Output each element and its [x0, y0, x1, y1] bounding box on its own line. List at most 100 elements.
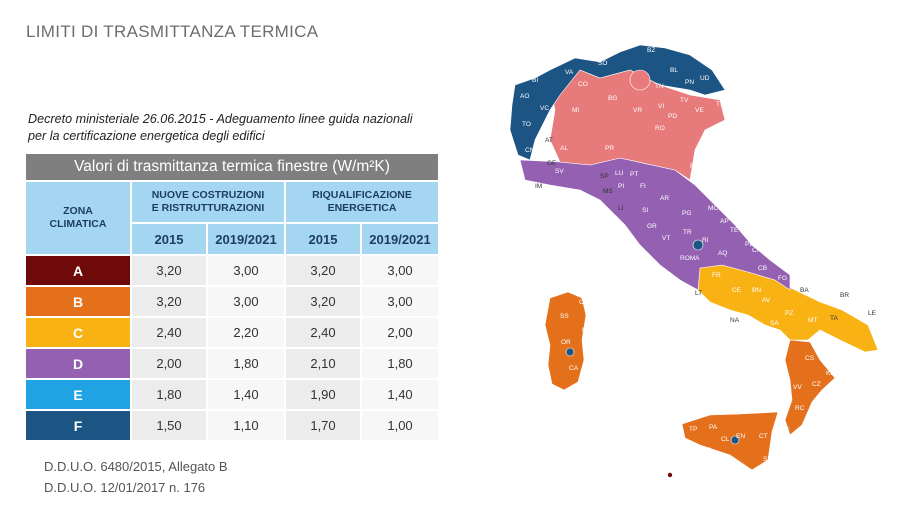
map-label-ge: GE — [547, 160, 557, 167]
map-spot-zone-f — [692, 239, 704, 251]
map-label-ve: VE — [695, 107, 704, 114]
zone-cell: A — [26, 256, 130, 285]
table-row: D 2,00 1,80 2,10 1,80 — [26, 349, 439, 378]
map-label-pi: PI — [618, 183, 624, 190]
map-label-tn: TN — [655, 83, 664, 90]
map-label-fr: FR — [712, 272, 721, 279]
map-label-na: NA — [730, 317, 740, 324]
map-region-zone-f — [509, 44, 726, 161]
map-label-aq: AQ — [718, 250, 727, 257]
map-label-an: AN — [708, 187, 717, 194]
map-label-gr: GR — [647, 223, 657, 230]
value-cell: 3,00 — [206, 287, 284, 316]
map-label-pa: PA — [709, 424, 718, 431]
map-label-pz: PZ — [785, 310, 793, 317]
value-cell: 3,00 — [206, 256, 284, 285]
page-title: LIMITI DI TRASMITTANZA TERMICA — [26, 22, 319, 41]
map-label-en: EN — [736, 433, 745, 440]
map-label-va: VA — [565, 69, 574, 76]
italy-climate-zone-map: BZ SO BL UD AO BI VA TN PN GO TO VC CO BG TV VI TS CN MI VR… — [509, 44, 879, 478]
map-label-to: TO — [522, 121, 531, 128]
value-cell: 3,00 — [360, 256, 439, 285]
map-label-og: OG — [589, 342, 599, 349]
map-spot-zone-f — [730, 435, 740, 445]
map-label-roma: ROMA — [680, 255, 700, 262]
map-label-si: SI — [642, 207, 648, 214]
map-label-ce: CE — [732, 287, 742, 294]
map-label-cz: CZ — [812, 381, 821, 388]
value-cell: 1,90 — [284, 380, 360, 409]
map-spot-zone-e — [629, 69, 651, 91]
map-label-ao: AO — [520, 93, 529, 100]
value-cell: 3,20 — [284, 287, 360, 316]
year-header: 2019/2021 — [360, 224, 439, 254]
year-header: 2019/2021 — [206, 224, 284, 254]
map-label-ss: SS — [560, 313, 569, 320]
map-label-sa: SA — [770, 320, 779, 327]
map-label-co: CO — [578, 81, 588, 88]
zone-cell: E — [26, 380, 130, 409]
map-label-vc: VC — [540, 105, 549, 112]
map-label-pt: PT — [630, 171, 638, 178]
decree-line-2: per la certificazione energetica degli e… — [28, 129, 265, 143]
table-row: C 2,40 2,20 2,40 2,00 — [26, 318, 439, 347]
map-label-pe: PE — [745, 241, 754, 248]
map-label-or: OR — [561, 339, 571, 346]
value-cell: 3,00 — [360, 287, 439, 316]
table-row: A 3,20 3,00 3,20 3,00 — [26, 256, 439, 285]
value-cell: 2,40 — [130, 318, 206, 347]
map-label-fg: FG — [778, 275, 787, 282]
map-label-tv: TV — [680, 97, 689, 104]
value-cell: 1,80 — [360, 349, 439, 378]
map-label-bi: BI — [532, 77, 538, 84]
table-body: A 3,20 3,00 3,20 3,00 B 3,20 3,00 3,20 3,00 C 2,40 2… — [26, 256, 439, 440]
table-row: E 1,80 1,40 1,90 1,40 — [26, 380, 439, 409]
map-label-ba: BA — [800, 287, 809, 294]
value-cell: 1,50 — [130, 411, 206, 440]
zone-cell: F — [26, 411, 130, 440]
map-label-pn: PN — [685, 79, 694, 86]
map-label-mc: MC — [708, 205, 718, 212]
map-label-sp: SP — [600, 173, 609, 180]
value-cell: 2,00 — [360, 318, 439, 347]
map-label-bl: BL — [670, 67, 678, 74]
transmittance-table: Valori di trasmittanza termica finestre … — [26, 152, 439, 442]
map-label-ch: CH — [752, 247, 762, 254]
map-label-vt: VT — [662, 235, 670, 242]
map-label-at: AT — [545, 137, 553, 144]
value-cell: 1,70 — [284, 411, 360, 440]
map-label-pd: PD — [668, 113, 677, 120]
map-label-pr: PR — [605, 145, 614, 152]
value-cell: 2,00 — [130, 349, 206, 378]
map-label-ca: CA — [569, 365, 579, 372]
map-label-cb: CB — [758, 265, 767, 272]
map-label-sr: SR — [763, 456, 772, 463]
map-label-li: LI — [618, 205, 624, 212]
map-label-lu: LU — [615, 170, 624, 177]
value-cell: 1,40 — [360, 380, 439, 409]
group-header-requalification: RIQUALIFICAZIONE ENERGETICA — [284, 182, 439, 222]
map-label-lt: LT — [695, 290, 702, 297]
map-label-le: LE — [868, 310, 877, 317]
value-cell: 1,10 — [206, 411, 284, 440]
zone-cell: B — [26, 287, 130, 316]
map-label-ct: CT — [759, 433, 768, 440]
value-cell: 1,80 — [130, 380, 206, 409]
map-spot-zone-a — [667, 472, 673, 478]
map-label-kr: KR — [826, 370, 835, 377]
map-label-fi: FI — [640, 183, 646, 190]
map-label-al: AL — [560, 145, 568, 152]
map-label-br: BR — [840, 292, 849, 299]
map-labels: BZ SO BL UD AO BI VA TN PN GO TO VC CO BG TV VI TS CN MI VR… — [520, 47, 877, 472]
map-label-so: SO — [598, 60, 607, 67]
map-label-ro: RO — [655, 125, 665, 132]
map-label-bn: BN — [752, 287, 761, 294]
note-line: D.D.U.O. 6480/2015, Allegato B — [44, 459, 228, 474]
map-label-nu: NU — [582, 327, 592, 334]
decree-line-1: Decreto ministeriale 26.06.2015 - Adegua… — [28, 112, 413, 126]
map-label-ag: AG — [702, 447, 711, 454]
map-label-me: ME — [780, 427, 790, 434]
decree-caption: Decreto ministeriale 26.06.2015 - Adegua… — [28, 111, 448, 145]
map-label-sv: SV — [555, 168, 564, 175]
value-cell: 3,20 — [130, 287, 206, 316]
